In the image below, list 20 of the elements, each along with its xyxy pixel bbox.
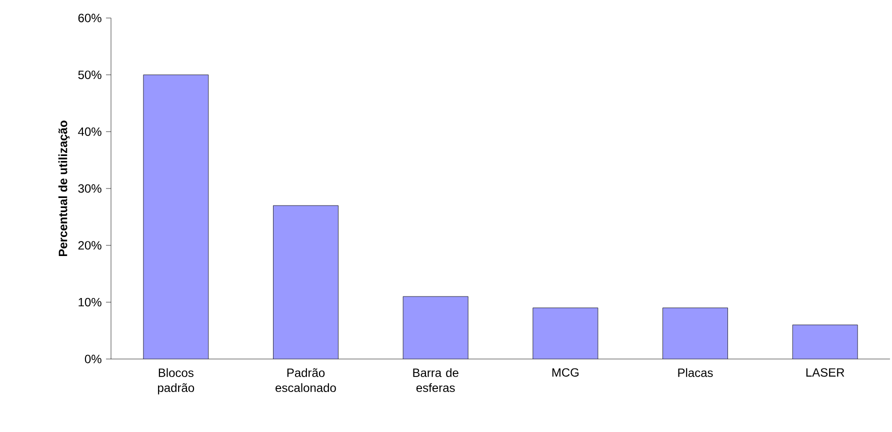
y-tick-label: 50%: [78, 70, 102, 80]
bar: [532, 308, 598, 359]
bar: [403, 296, 468, 359]
y-tick-label: 10%: [78, 298, 102, 306]
y-axis-title: Percentual de utilização: [58, 120, 70, 256]
y-tick-label: 60%: [78, 14, 102, 22]
y-tick-label: 30%: [78, 184, 102, 193]
y-tick-label: 40%: [78, 127, 102, 136]
x-tick-label: LASER: [806, 368, 844, 377]
bar: [273, 206, 338, 359]
bar: [792, 324, 858, 359]
x-tick-label: MCG: [552, 368, 579, 377]
y-tick-label: 20%: [78, 241, 102, 250]
x-tick-label: Padrão escalonado: [276, 368, 336, 392]
x-tick-label: Barra de esferas: [413, 368, 458, 392]
bar: [143, 74, 208, 359]
bar: [662, 308, 728, 359]
y-tick-label: 0%: [84, 354, 102, 364]
x-tick-label: Placas: [678, 368, 713, 378]
x-tick-label: Blocos padrão: [158, 368, 194, 394]
